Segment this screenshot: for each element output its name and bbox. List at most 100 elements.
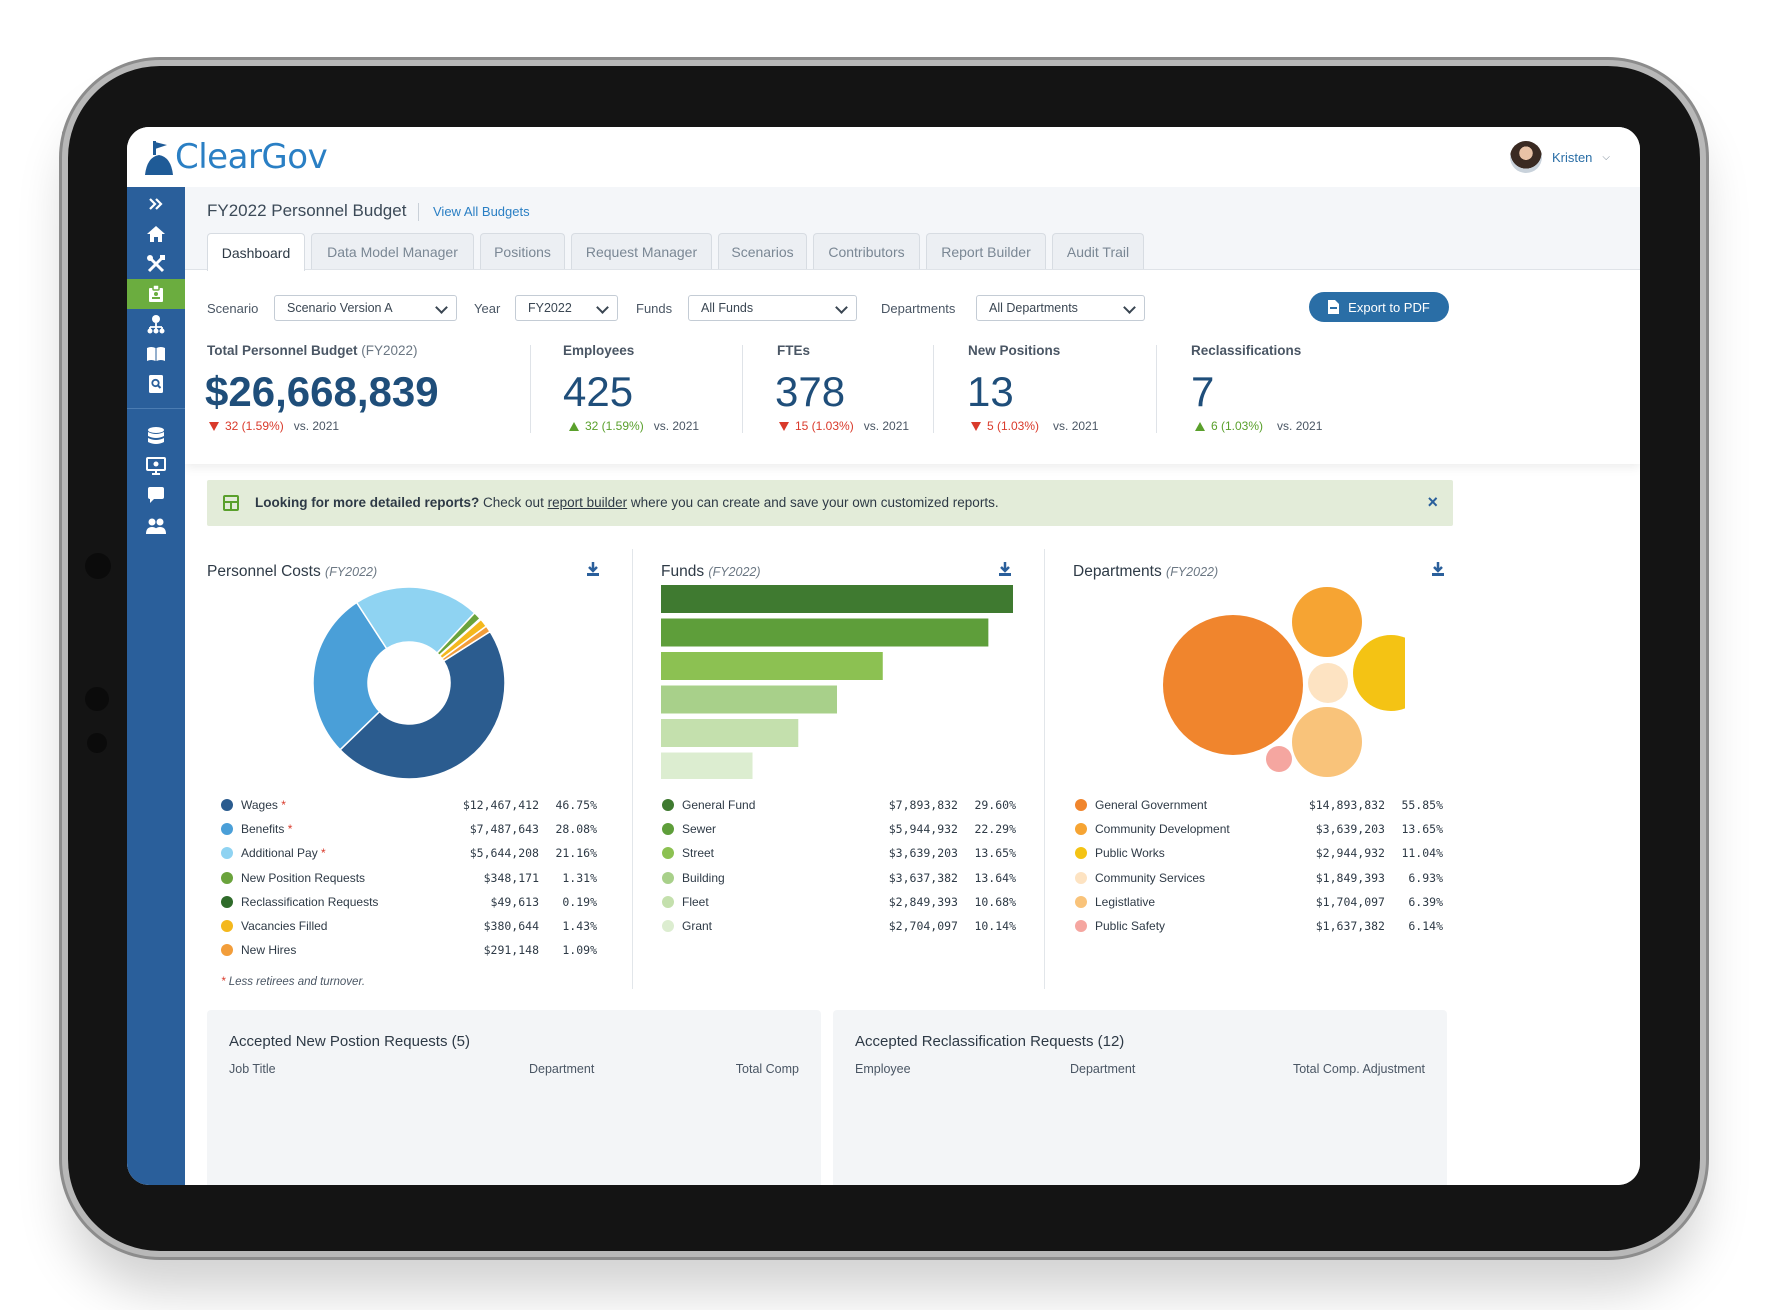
tab-report-builder[interactable]: Report Builder <box>926 233 1046 270</box>
legend-value: $291,148 <box>483 943 539 958</box>
legend-percent: 21.16% <box>555 846 597 861</box>
presentation-icon[interactable] <box>127 451 185 481</box>
legend-label: Building <box>682 870 725 885</box>
legend-percent: 46.75% <box>555 798 597 813</box>
database-icon[interactable] <box>127 421 185 451</box>
column-header[interactable]: Department <box>1070 1062 1136 1076</box>
funds-title-text: Funds <box>661 563 705 580</box>
funds-bar-chart <box>661 585 1013 780</box>
legend-item: Additional Pay * $5,644,208 21.16% <box>221 841 597 865</box>
legend-percent: 10.68% <box>974 894 1016 909</box>
org-chart-icon[interactable] <box>127 309 185 339</box>
legend-value: $5,644,208 <box>469 846 539 861</box>
donut-slice[interactable] <box>355 586 476 655</box>
legend-label: Community Services <box>1095 870 1206 885</box>
banner-pre: Check out <box>479 495 548 510</box>
tab-audit-trail[interactable]: Audit Trail <box>1052 233 1144 270</box>
download-icon[interactable] <box>998 561 1012 577</box>
column-header[interactable]: Total Comp <box>735 1062 799 1076</box>
document-search-icon[interactable] <box>127 369 185 399</box>
donut-slice[interactable] <box>440 625 492 663</box>
legend-item: Legistlative $1,704,097 6.39% <box>1075 890 1443 914</box>
tab-request-manager[interactable]: Request Manager <box>571 233 712 270</box>
home-icon[interactable] <box>127 219 185 249</box>
department-bubble[interactable] <box>1292 587 1362 657</box>
download-icon[interactable] <box>1431 561 1445 577</box>
fund-bar[interactable] <box>661 752 753 780</box>
legend-percent: 6.14% <box>1408 919 1443 934</box>
fund-bar[interactable] <box>661 618 989 647</box>
kpi-new-positions-label: New Positions <box>968 343 1061 358</box>
scenario-label: Scenario <box>207 301 259 316</box>
departments-select[interactable]: All Departments <box>976 295 1145 321</box>
users-icon[interactable] <box>127 511 185 541</box>
legend-label: General Government <box>1095 798 1208 813</box>
fund-bar[interactable] <box>661 719 799 747</box>
cleargov-logo[interactable]: ClearGov <box>143 137 328 177</box>
tools-icon[interactable] <box>127 249 185 279</box>
close-icon[interactable]: × <box>1427 492 1438 512</box>
tab-data-model-manager[interactable]: Data Model Manager <box>311 233 474 270</box>
department-bubble[interactable] <box>1308 663 1348 703</box>
column-header[interactable]: Employee <box>855 1062 911 1076</box>
kpi-divider <box>1156 345 1157 433</box>
legend-item: New Hires $291,148 1.09% <box>221 938 597 962</box>
column-header[interactable]: Department <box>529 1062 595 1076</box>
legend-item: Community Services $1,849,393 6.93% <box>1075 866 1443 890</box>
legend-percent: 10.14% <box>974 919 1016 934</box>
report-builder-link[interactable]: report builder <box>547 495 628 510</box>
legend-item: Reclassification Requests $49,613 0.19% <box>221 890 597 914</box>
kpi-ftes-label: FTEs <box>777 343 811 358</box>
fund-bar[interactable] <box>661 585 1013 613</box>
fund-bar[interactable] <box>661 685 837 714</box>
view-all-budgets-link[interactable]: View All Budgets <box>433 204 530 219</box>
departments-legend: General Government $14,893,832 55.85% Commu… <box>1075 793 1443 938</box>
card-title: Accepted New Postion Requests (5) <box>229 1033 470 1050</box>
department-bubble[interactable] <box>1353 635 1405 711</box>
tab-positions[interactable]: Positions <box>480 233 565 270</box>
banner-post: where you can create and save your own c… <box>627 495 999 510</box>
user-menu[interactable]: Kristen ⌵ <box>1509 141 1610 173</box>
funds-select[interactable]: All Funds <box>688 295 857 321</box>
year-select[interactable]: FY2022 <box>515 295 618 321</box>
legend-dot <box>221 895 233 908</box>
department-bubble[interactable] <box>1163 615 1303 755</box>
chevron-down-icon <box>435 301 448 314</box>
tab-contributors[interactable]: Contributors <box>813 233 920 270</box>
arrow-down-icon <box>779 421 789 431</box>
legend-label: Benefits * <box>241 822 293 837</box>
personnel-badge-icon[interactable] <box>127 279 185 309</box>
legend-value: $3,639,203 <box>1315 822 1385 837</box>
tab-dashboard[interactable]: Dashboard <box>207 233 305 271</box>
column-header[interactable]: Job Title <box>229 1062 276 1076</box>
legend-dot <box>1075 920 1087 933</box>
device-top-button-2 <box>276 60 336 68</box>
donut-slice[interactable] <box>339 630 506 780</box>
arrow-down-icon <box>209 421 219 431</box>
expand-icon[interactable] <box>127 189 185 219</box>
department-bubble[interactable] <box>1292 707 1362 777</box>
user-name[interactable]: Kristen <box>1551 149 1593 165</box>
asterisk-mark: * <box>317 846 326 861</box>
legend-dot <box>221 847 233 860</box>
departments-label: Departments <box>881 301 956 316</box>
arrow-up-icon <box>1195 421 1205 431</box>
scenario-select[interactable]: Scenario Version A <box>274 295 457 321</box>
chevron-down-icon[interactable]: ⌵ <box>1602 151 1610 163</box>
tab-scenarios[interactable]: Scenarios <box>718 233 807 270</box>
legend-label: General Fund <box>682 798 756 813</box>
chat-icon[interactable] <box>127 481 185 511</box>
card-title: Accepted Reclassification Requests (12) <box>855 1033 1125 1050</box>
book-icon[interactable] <box>127 339 185 369</box>
legend-dot <box>221 799 233 812</box>
avatar[interactable] <box>1509 141 1542 173</box>
legend-item: Vacancies Filled $380,644 1.43% <box>221 914 597 938</box>
download-icon[interactable] <box>586 561 600 577</box>
fund-bar[interactable] <box>661 652 883 680</box>
column-header[interactable]: Total Comp. Adjustment <box>1292 1062 1425 1076</box>
export-to-pdf-button[interactable]: Export to PDF <box>1309 292 1449 322</box>
department-bubble[interactable] <box>1266 746 1292 772</box>
report-builder-banner: Looking for more detailed reports? Check… <box>207 480 1453 526</box>
donut-slice[interactable] <box>312 601 388 751</box>
legend-value: $1,704,097 <box>1315 894 1385 909</box>
